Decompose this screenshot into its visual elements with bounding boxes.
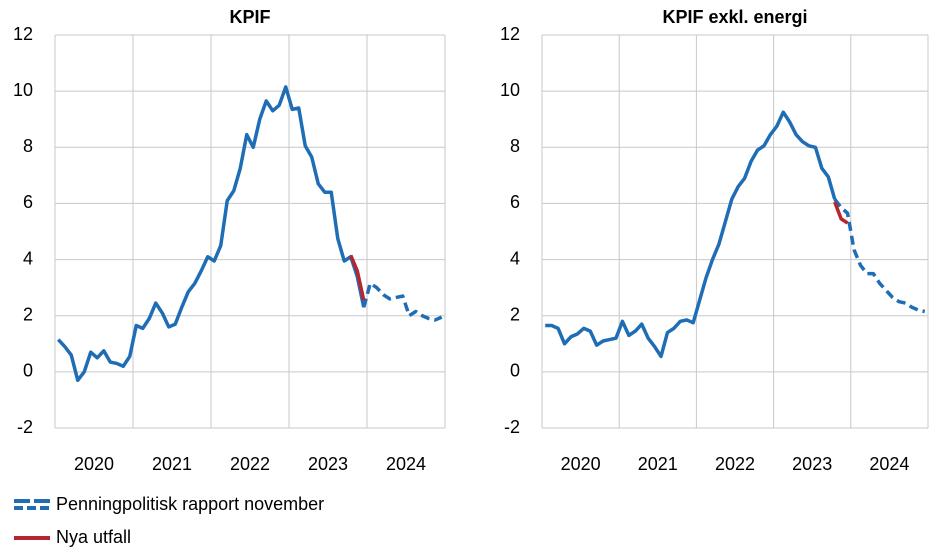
y-tick-label: 0: [23, 361, 33, 381]
legend-label: Nya utfall: [56, 527, 131, 547]
y-tick-label: 10: [500, 80, 520, 100]
series-line: [56, 85, 366, 383]
series-line: [362, 281, 443, 322]
x-tick-label: 2022: [715, 454, 755, 474]
y-tick-label: 8: [23, 136, 33, 156]
y-tick-label: 8: [510, 136, 520, 156]
y-tick-label: 12: [13, 24, 33, 44]
x-tick-label: 2020: [561, 454, 601, 474]
series-line: [833, 198, 926, 314]
series-line: [349, 254, 366, 301]
x-tick-label: 2021: [152, 454, 192, 474]
x-tick-label: 2021: [638, 454, 678, 474]
x-tick-label: 2020: [74, 454, 114, 474]
x-tick-label: 2024: [869, 454, 909, 474]
y-tick-label: 0: [510, 361, 520, 381]
series-line: [833, 201, 849, 225]
chart-title: KPIF: [229, 7, 270, 27]
x-tick-label: 2023: [308, 454, 348, 474]
y-tick-label: 10: [13, 80, 33, 100]
y-tick-label: 4: [23, 248, 33, 268]
y-tick-label: 12: [500, 24, 520, 44]
series-line: [545, 110, 837, 359]
y-tick-label: 4: [510, 248, 520, 268]
y-tick-label: 6: [23, 192, 33, 212]
y-tick-label: 6: [510, 192, 520, 212]
x-tick-label: 2023: [792, 454, 832, 474]
y-tick-label: 2: [510, 304, 520, 324]
y-tick-label: -2: [17, 417, 33, 437]
y-tick-label: -2: [504, 417, 520, 437]
x-tick-label: 2022: [230, 454, 270, 474]
y-tick-label: 2: [23, 304, 33, 324]
chart-title: KPIF exkl. energi: [662, 7, 807, 27]
legend-label: Penningpolitisk rapport november: [56, 494, 324, 514]
x-tick-label: 2024: [386, 454, 426, 474]
